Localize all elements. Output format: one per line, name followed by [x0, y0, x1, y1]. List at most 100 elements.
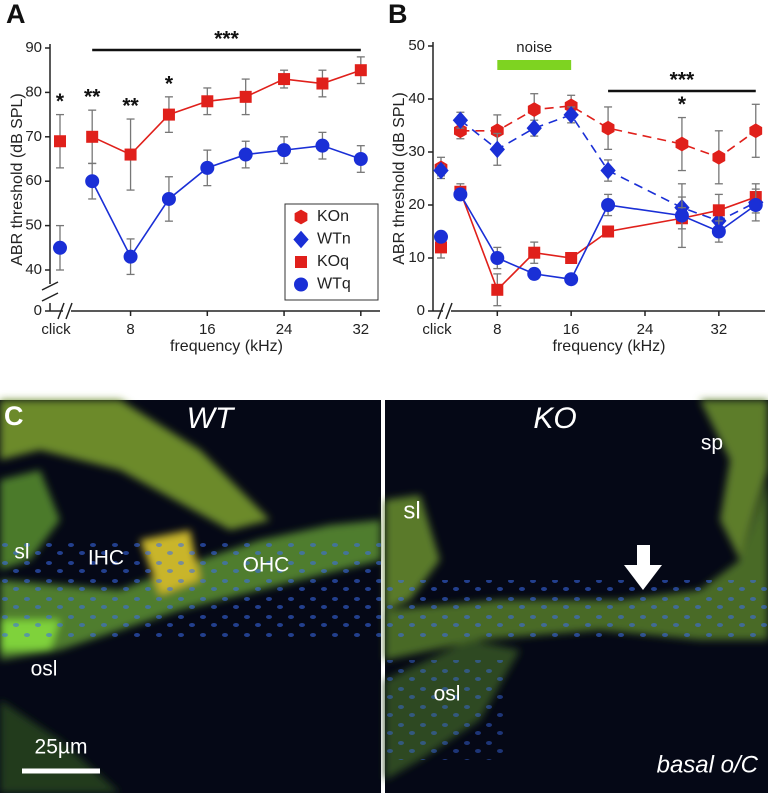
axis-break — [65, 302, 73, 320]
x-tick-label: 8 — [126, 321, 134, 338]
axis-break — [437, 302, 445, 320]
marker — [712, 204, 725, 217]
significance: * — [165, 72, 174, 95]
y-tick-label: 40 — [408, 90, 425, 107]
x-tick-label: 16 — [199, 321, 216, 338]
marker — [53, 240, 67, 255]
nuclei — [0, 540, 381, 640]
marker — [453, 187, 468, 202]
marker — [489, 140, 505, 159]
legend-marker — [294, 277, 308, 292]
marker — [526, 119, 542, 137]
series-line — [91, 69, 362, 156]
significance: ** — [84, 86, 101, 109]
x-tick-label: 32 — [352, 321, 369, 338]
marker — [563, 106, 579, 124]
y-tick-label: 80 — [25, 83, 42, 100]
marker — [490, 251, 505, 265]
nuclei — [385, 580, 768, 640]
y-tick-label: 90 — [25, 39, 42, 56]
axis-break — [445, 302, 453, 320]
marker — [124, 148, 137, 161]
marker — [527, 266, 542, 281]
marker — [602, 225, 615, 238]
axis-break — [41, 281, 59, 291]
marker — [749, 123, 763, 139]
marker — [315, 138, 330, 153]
legend-marker — [295, 256, 307, 268]
image-label: OHC — [243, 554, 290, 577]
image-label: sl — [14, 541, 29, 564]
x-axis-label: frequency (kHz) — [170, 338, 283, 355]
legend-marker — [293, 230, 309, 249]
marker — [433, 161, 449, 180]
marker — [748, 198, 763, 212]
marker — [277, 143, 292, 158]
image-label: IHC — [88, 547, 124, 570]
arrow — [624, 545, 662, 590]
legend-label: WTq — [317, 276, 351, 293]
axis-break — [57, 302, 65, 320]
marker — [200, 160, 215, 175]
marker — [316, 77, 329, 90]
marker — [434, 229, 448, 244]
noise-band — [497, 60, 572, 70]
marker — [453, 123, 467, 139]
series-line — [460, 105, 757, 159]
marker — [601, 120, 615, 136]
significance: * — [678, 93, 687, 116]
nuclei — [385, 660, 505, 760]
x-tick-label: click — [41, 321, 71, 338]
marker — [452, 111, 469, 129]
marker — [528, 246, 541, 259]
x-tick-label: 32 — [711, 321, 728, 338]
marker — [85, 174, 100, 189]
x-tick-label: 24 — [276, 321, 293, 338]
legend-label: WTn — [317, 231, 351, 248]
marker — [712, 149, 726, 165]
legend-label: KOq — [317, 253, 349, 270]
image-label: sl — [403, 497, 420, 524]
marker — [565, 252, 578, 264]
y-tick-label: 50 — [408, 37, 425, 54]
y-tick-label: 30 — [408, 143, 425, 160]
marker — [162, 108, 175, 121]
image-label: sp — [701, 432, 723, 455]
marker — [123, 249, 138, 264]
image-title: WT — [187, 402, 236, 435]
marker — [527, 102, 541, 117]
marker — [161, 191, 176, 206]
marker — [353, 152, 368, 166]
marker — [601, 198, 616, 212]
y-axis-label: ABR threshold (dB SPL) — [391, 92, 408, 265]
marker — [711, 224, 726, 239]
micrograph-panel: C WT sl IHC OHC osl 25µm KO sl sp osl ba… — [0, 400, 768, 793]
x-tick-label: 8 — [493, 321, 501, 338]
band-label: noise — [516, 39, 552, 56]
marker — [201, 95, 214, 108]
marker — [600, 161, 616, 180]
y-tick-label: 50 — [25, 217, 42, 234]
series-line — [459, 191, 757, 292]
y-tick-label: 0 — [34, 302, 42, 319]
x-tick-label: click — [422, 321, 452, 338]
marker — [238, 147, 253, 162]
y-tick-label: 20 — [408, 196, 425, 213]
ko-image — [385, 400, 768, 793]
panel-letter: A — [6, 0, 26, 29]
legend-marker — [294, 209, 308, 225]
significance: *** — [214, 28, 239, 51]
marker — [278, 73, 291, 86]
panel-letter: B — [388, 0, 408, 29]
panel-letter: C — [4, 401, 24, 431]
axis-break — [41, 292, 59, 302]
y-axis-label: ABR threshold (dB SPL) — [9, 93, 26, 266]
x-tick-label: 24 — [637, 321, 654, 338]
y-tick-label: 70 — [25, 128, 42, 145]
marker — [674, 208, 689, 223]
legend-label: KOn — [317, 208, 349, 225]
significance: * — [56, 90, 65, 113]
scale-label: 25µm — [35, 736, 88, 759]
image-label: osl — [31, 658, 58, 681]
